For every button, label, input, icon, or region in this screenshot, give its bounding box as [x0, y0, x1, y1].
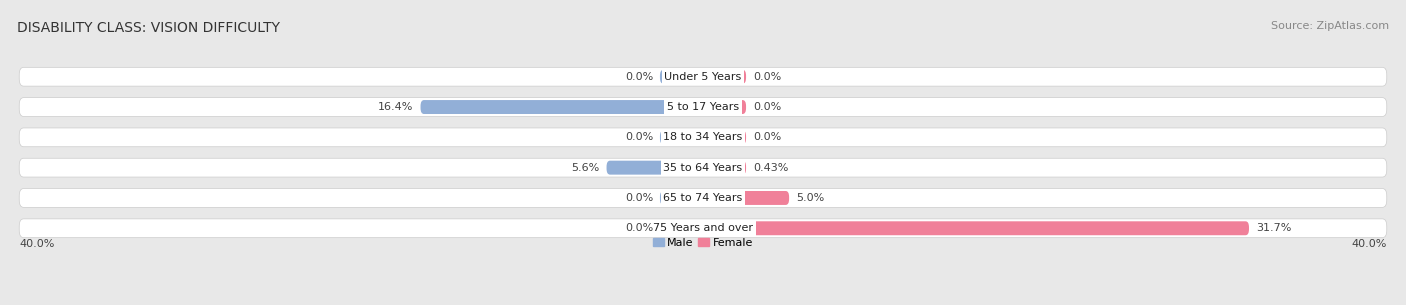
- Text: 5 to 17 Years: 5 to 17 Years: [666, 102, 740, 112]
- FancyBboxPatch shape: [20, 128, 1386, 147]
- Text: 65 to 74 Years: 65 to 74 Years: [664, 193, 742, 203]
- FancyBboxPatch shape: [20, 98, 1386, 117]
- FancyBboxPatch shape: [703, 161, 747, 175]
- Text: 0.0%: 0.0%: [624, 193, 652, 203]
- Text: 5.6%: 5.6%: [571, 163, 599, 173]
- FancyBboxPatch shape: [20, 158, 1386, 177]
- FancyBboxPatch shape: [703, 100, 747, 114]
- FancyBboxPatch shape: [703, 70, 747, 84]
- Text: 35 to 64 Years: 35 to 64 Years: [664, 163, 742, 173]
- Text: DISABILITY CLASS: VISION DIFFICULTY: DISABILITY CLASS: VISION DIFFICULTY: [17, 21, 280, 35]
- FancyBboxPatch shape: [659, 70, 703, 84]
- FancyBboxPatch shape: [703, 221, 1249, 235]
- FancyBboxPatch shape: [20, 188, 1386, 207]
- Legend: Male, Female: Male, Female: [648, 233, 758, 252]
- FancyBboxPatch shape: [606, 161, 703, 175]
- FancyBboxPatch shape: [20, 219, 1386, 238]
- Text: 0.0%: 0.0%: [754, 102, 782, 112]
- Text: Source: ZipAtlas.com: Source: ZipAtlas.com: [1271, 21, 1389, 31]
- FancyBboxPatch shape: [659, 130, 703, 144]
- FancyBboxPatch shape: [659, 221, 703, 235]
- Text: 18 to 34 Years: 18 to 34 Years: [664, 132, 742, 142]
- Text: 0.0%: 0.0%: [754, 72, 782, 82]
- Text: 0.43%: 0.43%: [754, 163, 789, 173]
- FancyBboxPatch shape: [659, 191, 703, 205]
- Text: 16.4%: 16.4%: [378, 102, 413, 112]
- Text: 0.0%: 0.0%: [754, 132, 782, 142]
- Text: 75 Years and over: 75 Years and over: [652, 223, 754, 233]
- FancyBboxPatch shape: [20, 67, 1386, 86]
- Text: 40.0%: 40.0%: [1351, 239, 1386, 249]
- FancyBboxPatch shape: [703, 191, 789, 205]
- Text: Under 5 Years: Under 5 Years: [665, 72, 741, 82]
- Text: 5.0%: 5.0%: [796, 193, 824, 203]
- Text: 31.7%: 31.7%: [1256, 223, 1291, 233]
- FancyBboxPatch shape: [420, 100, 703, 114]
- Text: 0.0%: 0.0%: [624, 132, 652, 142]
- Text: 40.0%: 40.0%: [20, 239, 55, 249]
- Text: 0.0%: 0.0%: [624, 223, 652, 233]
- FancyBboxPatch shape: [703, 130, 747, 144]
- Text: 0.0%: 0.0%: [624, 72, 652, 82]
